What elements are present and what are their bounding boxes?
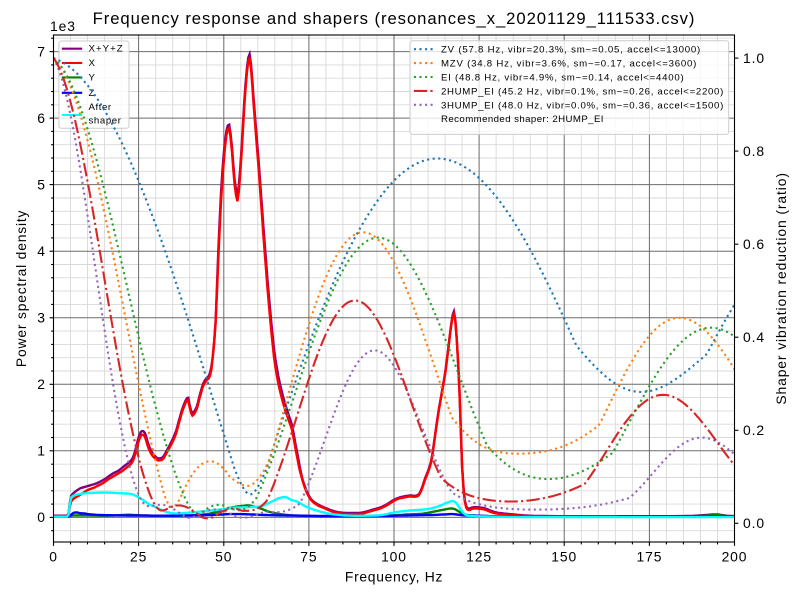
svg-text:0: 0 — [37, 509, 45, 525]
svg-text:1: 1 — [37, 443, 45, 459]
svg-text:0.8: 0.8 — [743, 143, 765, 159]
svg-text:50: 50 — [215, 549, 232, 565]
svg-text:6: 6 — [37, 110, 45, 126]
svg-text:175: 175 — [636, 549, 662, 565]
svg-text:2: 2 — [37, 376, 45, 392]
svg-text:0.2: 0.2 — [743, 422, 765, 438]
svg-text:150: 150 — [551, 549, 577, 565]
svg-text:Z: Z — [89, 88, 95, 99]
svg-text:2HUMP_EI (45.2 Hz, vibr=0.1%,: 2HUMP_EI (45.2 Hz, vibr=0.1%, sm~=0.26, … — [441, 86, 724, 97]
svg-text:125: 125 — [466, 549, 492, 565]
svg-text:3: 3 — [37, 310, 45, 326]
svg-text:Shaper vibration reduction (ra: Shaper vibration reduction (ratio) — [773, 172, 789, 405]
svg-text:MZV (34.8 Hz, vibr=3.6%, sm~=0: MZV (34.8 Hz, vibr=3.6%, sm~=0.17, accel… — [441, 59, 697, 70]
svg-text:0.4: 0.4 — [743, 329, 765, 345]
svg-text:X+Y+Z: X+Y+Z — [89, 44, 124, 55]
svg-text:0: 0 — [49, 549, 58, 565]
svg-text:shaper: shaper — [89, 115, 122, 126]
svg-text:Frequency response and shapers: Frequency response and shapers (resonanc… — [93, 9, 696, 28]
svg-text:After: After — [89, 102, 112, 113]
svg-text:Power spectral density: Power spectral density — [13, 210, 29, 367]
svg-text:Y: Y — [89, 72, 96, 83]
svg-text:200: 200 — [722, 549, 748, 565]
svg-text:1.0: 1.0 — [743, 50, 765, 66]
svg-text:Recommended shaper: 2HUMP_EI: Recommended shaper: 2HUMP_EI — [441, 114, 604, 125]
svg-text:0.0: 0.0 — [743, 515, 765, 531]
svg-text:1e3: 1e3 — [50, 18, 76, 34]
svg-text:EI (48.8 Hz, vibr=4.9%, sm~=0.: EI (48.8 Hz, vibr=4.9%, sm~=0.14, accel<… — [441, 73, 685, 84]
svg-text:ZV (57.8 Hz, vibr=20.3%, sm~=0: ZV (57.8 Hz, vibr=20.3%, sm~=0.05, accel… — [441, 45, 701, 56]
svg-text:0.6: 0.6 — [743, 236, 765, 252]
svg-text:X: X — [89, 58, 96, 69]
svg-text:100: 100 — [381, 549, 407, 565]
svg-text:25: 25 — [130, 549, 147, 565]
svg-text:4: 4 — [37, 243, 45, 259]
svg-text:3HUMP_EI (48.0 Hz, vibr=0.0%,: 3HUMP_EI (48.0 Hz, vibr=0.0%, sm~=0.36, … — [441, 100, 724, 111]
svg-text:5: 5 — [37, 176, 45, 192]
svg-text:7: 7 — [37, 43, 45, 59]
svg-text:75: 75 — [300, 549, 317, 565]
svg-text:Frequency, Hz: Frequency, Hz — [345, 569, 443, 585]
